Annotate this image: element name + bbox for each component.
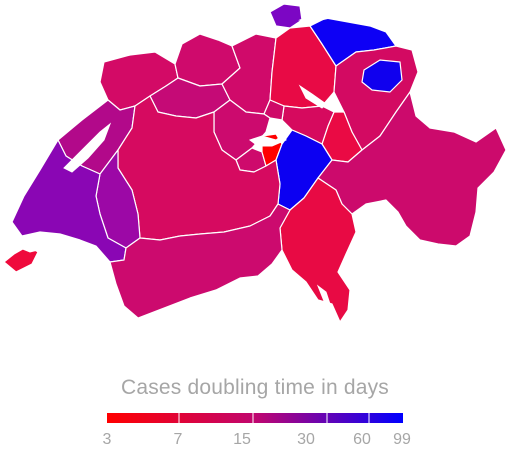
canton-valais[interactable] [109, 203, 291, 319]
legend-tick-label: 60 [353, 431, 371, 448]
lake-zurich [298, 84, 327, 109]
lake-neuchatel [63, 122, 112, 173]
canton-geneva[interactable] [3, 245, 39, 273]
canton-zurich[interactable] [269, 25, 337, 109]
lake-constance [298, 11, 384, 27]
lake-lucerne [248, 133, 287, 147]
canton-schaffhausen[interactable] [269, 3, 303, 29]
canton-zug[interactable] [263, 99, 285, 121]
legend-tick-label: 3 [102, 431, 112, 448]
switzerland-map [3, 3, 507, 323]
legend-tick-label: 30 [297, 431, 315, 448]
lake-maggiore [316, 284, 333, 312]
lake-geneva [19, 233, 108, 261]
canton-vaud[interactable] [11, 139, 127, 263]
legend-tick-label: 99 [393, 431, 411, 448]
legend-tick-label: 15 [233, 431, 251, 448]
canton-schwyz[interactable] [281, 105, 335, 145]
legend-tick-label: 7 [173, 431, 183, 448]
canton-ticino[interactable] [279, 177, 357, 323]
legend-color-bar [107, 413, 403, 423]
canton-appenzell[interactable] [361, 59, 403, 93]
legend-title: Cases doubling time in days [120, 376, 390, 399]
